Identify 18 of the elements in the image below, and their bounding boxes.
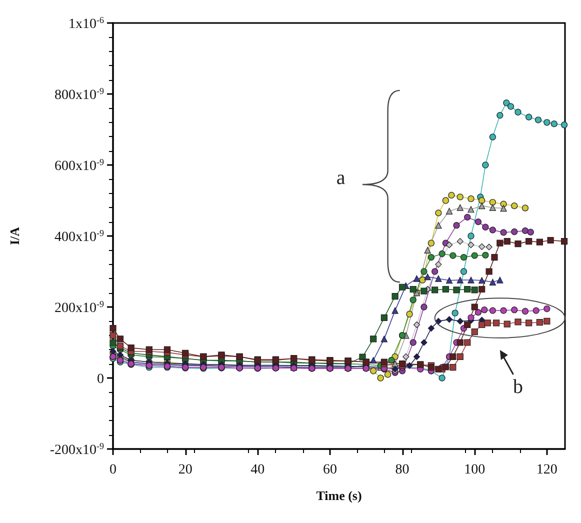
x-axis-title: Time (s)	[316, 488, 362, 503]
x-tick-label: 120	[536, 462, 558, 478]
y-axis-title: I/A	[7, 226, 22, 246]
x-tick-label: 20	[178, 462, 192, 478]
y-tick-label: 800x10$^{-9}$	[54, 86, 104, 103]
annotation: a	[336, 166, 346, 189]
x-tick-label: 0	[110, 462, 116, 478]
y-tick-label: 1x10$^{-6}$	[68, 15, 104, 32]
x-tick-label: 60	[322, 462, 337, 478]
y-tick-label: -200x10$^{-9}$	[50, 441, 104, 458]
annotation: b	[512, 376, 523, 398]
x-tick-label: 80	[395, 462, 410, 478]
y-tick-label: 600x10$^{-9}$	[54, 157, 104, 174]
x-tick-label: 40	[250, 462, 265, 478]
y-tick-label: 400x10$^{-9}$	[54, 228, 104, 245]
y-tick-label: 0	[97, 372, 104, 387]
y-tick-label: 200x10$^{-9}$	[54, 299, 104, 316]
x-tick-label: 100	[464, 462, 486, 478]
